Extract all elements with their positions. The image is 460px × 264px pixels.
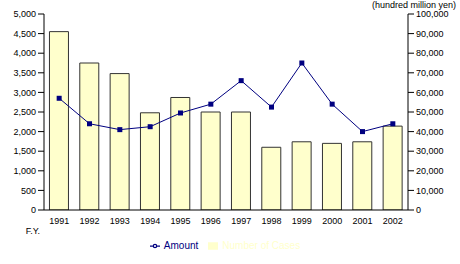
svg-text:90,000: 90,000 (416, 29, 444, 39)
svg-text:4,000: 4,000 (13, 48, 36, 58)
svg-text:1995: 1995 (170, 216, 190, 226)
svg-text:1993: 1993 (110, 216, 130, 226)
svg-text:2001: 2001 (352, 216, 372, 226)
svg-text:20,000: 20,000 (416, 166, 444, 176)
svg-text:5,000: 5,000 (13, 9, 36, 19)
svg-text:10,000: 10,000 (416, 186, 444, 196)
svg-text:60,000: 60,000 (416, 88, 444, 98)
html-text:Number of Cases: Number of Cases (222, 240, 301, 251)
svg-text:30,000: 30,000 (416, 146, 444, 156)
svg-text:1997: 1997 (231, 216, 251, 226)
svg-text:1,000: 1,000 (13, 166, 36, 176)
svg-text:1991: 1991 (49, 216, 69, 226)
svg-text:3,500: 3,500 (13, 68, 36, 78)
svg-text:2,500: 2,500 (13, 107, 36, 117)
svg-text:0: 0 (416, 205, 421, 215)
svg-text:1992: 1992 (79, 216, 99, 226)
svg-text:1998: 1998 (261, 216, 281, 226)
svg-text:F.Y.: F.Y. (26, 226, 40, 236)
svg-text:40,000: 40,000 (416, 127, 444, 137)
svg-text:1,500: 1,500 (13, 146, 36, 156)
svg-text:1999: 1999 (292, 216, 312, 226)
svg-text:2,000: 2,000 (13, 127, 36, 137)
html-text:Amount: Amount (163, 240, 199, 251)
svg-text:0: 0 (31, 205, 36, 215)
svg-text:3,000: 3,000 (13, 88, 36, 98)
svg-text:2002: 2002 (383, 216, 403, 226)
svg-text:80,000: 80,000 (416, 48, 444, 58)
svg-text:4,500: 4,500 (13, 29, 36, 39)
html-text:(hundred million yen): (hundred million yen) (372, 0, 456, 10)
svg-text:100,000: 100,000 (416, 9, 449, 19)
svg-text:50,000: 50,000 (416, 107, 444, 117)
svg-text:1996: 1996 (201, 216, 221, 226)
svg-text:70,000: 70,000 (416, 68, 444, 78)
svg-text:1994: 1994 (140, 216, 160, 226)
svg-text:2000: 2000 (322, 216, 342, 226)
svg-text:500: 500 (21, 186, 36, 196)
